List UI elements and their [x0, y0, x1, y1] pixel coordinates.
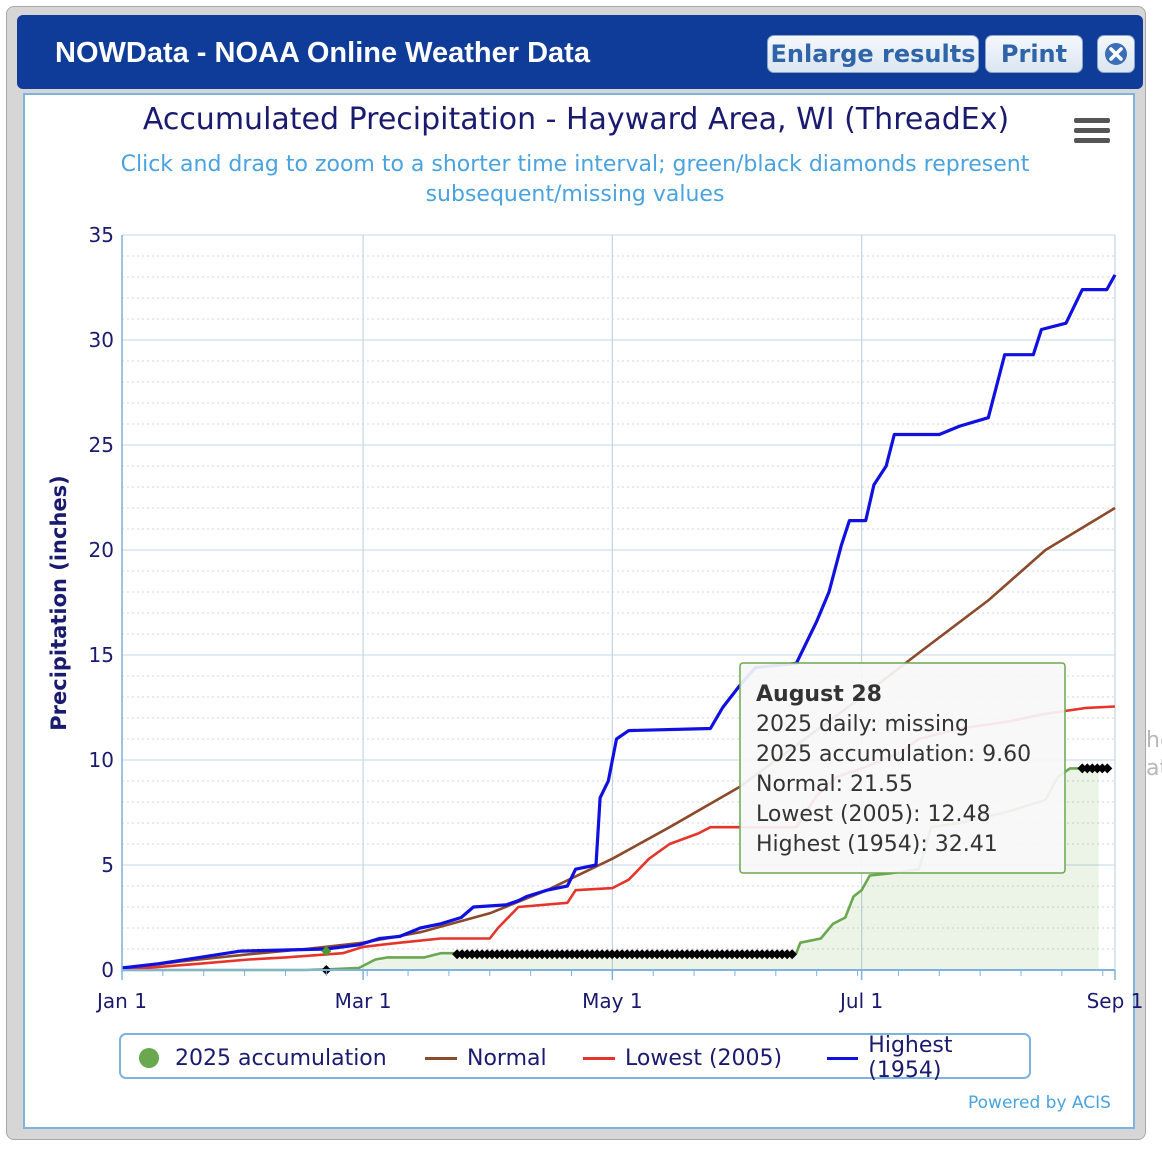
powered-by-credit[interactable]: Powered by ACIS: [968, 1093, 1111, 1113]
y-tick-label: 35: [89, 223, 114, 247]
legend-item-highest[interactable]: Highest (1954): [827, 1033, 1029, 1083]
chart-title: Accumulated Precipitation - Hayward Area…: [142, 102, 1010, 137]
legend-label: Lowest (2005): [625, 1045, 783, 1071]
subsequent-value-marker: [321, 946, 332, 957]
tooltip-line: 2025 daily: missing: [756, 712, 969, 737]
y-tick-label: 15: [89, 643, 114, 667]
missing-value-marker: [1102, 763, 1113, 774]
close-button[interactable]: [1097, 35, 1135, 73]
legend-line-icon: [425, 1056, 457, 1060]
legend-line-icon: [583, 1056, 615, 1060]
chart-legend: 2025 accumulation Normal Lowest (2005) H…: [119, 1033, 1031, 1083]
legend-label: Normal: [467, 1045, 547, 1071]
legend-dot-icon: [139, 1048, 159, 1068]
print-button[interactable]: Print: [985, 35, 1083, 73]
legend-item-2025-accumulation[interactable]: 2025 accumulation: [139, 1035, 387, 1081]
y-axis-label: Precipitation (inches): [47, 475, 71, 731]
highest-1954-line: [121, 274, 1117, 970]
x-tick-label: May 1: [582, 989, 642, 1013]
y-tick-label: 25: [89, 433, 114, 457]
y-tick-label: 30: [89, 328, 114, 352]
tooltip-line: Highest (1954): 32.41: [756, 832, 998, 857]
tooltip-line: 2025 accumulation: 9.60: [756, 742, 1031, 767]
tooltip-date: August 28: [756, 682, 882, 707]
close-x-icon: [1105, 43, 1127, 65]
legend-item-lowest[interactable]: Lowest (2005): [583, 1035, 782, 1081]
x-tick-label: Jul 1: [838, 989, 883, 1013]
legend-line-icon: [827, 1056, 859, 1060]
chart-tooltip: August 28 2025 daily: missing 2025 accum…: [739, 662, 1066, 874]
tooltip-line: Lowest (2005): 12.48: [756, 802, 990, 827]
tooltip-line: Normal: 21.55: [756, 772, 913, 797]
missing-value-marker: [787, 949, 798, 960]
app-title: NOWData - NOAA Online Weather Data: [55, 37, 590, 69]
legend-label: Highest (1954): [868, 1033, 953, 1083]
y-tick-label: 0: [101, 958, 114, 982]
x-tick-label: Jan 1: [95, 989, 147, 1013]
background-text-fragment: ata: [1146, 756, 1162, 781]
y-tick-label: 5: [101, 853, 114, 877]
enlarge-results-button[interactable]: Enlarge results: [767, 35, 979, 73]
chart-subtitle: Click and drag to zoom to a shorter time…: [120, 152, 1030, 207]
x-tick-label: Mar 1: [335, 989, 392, 1013]
y-tick-label: 10: [89, 748, 114, 772]
y-tick-label: 20: [89, 538, 114, 562]
chart-menu-icon[interactable]: [1074, 118, 1110, 146]
dialog-titlebar[interactable]: NOWData - NOAA Online Weather Data Enlar…: [17, 15, 1143, 89]
background-text-fragment: he: [1146, 728, 1162, 753]
legend-item-normal[interactable]: Normal: [425, 1035, 547, 1081]
2025-accumulation-area: [122, 768, 1099, 970]
legend-label: 2025 accumulation: [175, 1045, 387, 1071]
x-tick-label: Sep 1: [1087, 989, 1144, 1013]
